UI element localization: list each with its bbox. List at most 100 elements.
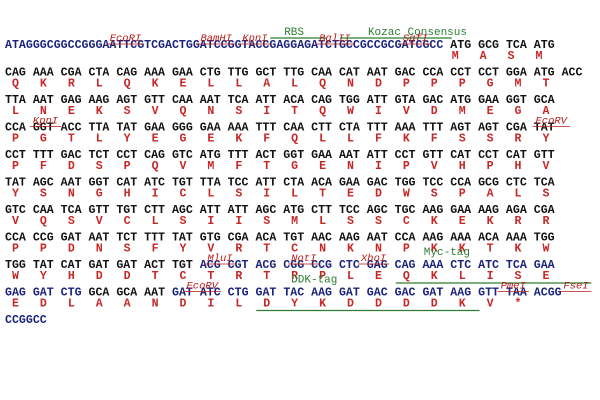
amino-acid: I [487, 270, 494, 283]
amino-acid: Q [403, 270, 410, 283]
amino-acid: E [68, 105, 75, 118]
sequence-segment: TGG TAT CAT GAT GAT ACT TGT [5, 259, 200, 272]
amino-acid: N [152, 298, 159, 311]
amino-acid: T [207, 270, 214, 283]
amino-acid: S [515, 270, 522, 283]
amino-acid: P [12, 160, 19, 173]
amino-acid: D [68, 160, 75, 173]
amino-acid: E [12, 298, 19, 311]
amino-acid: P [319, 270, 326, 283]
amino-acid: S [180, 215, 187, 228]
amino-acid: T [152, 270, 159, 283]
amino-acid: V [180, 160, 187, 173]
amino-acid: L [319, 133, 326, 146]
enzyme-label: EcoRI [110, 33, 142, 45]
amino-acid: D [375, 78, 382, 91]
sequence-line: CCA GGT ACC TTA TAT GAA GGG GAA AAA TTT … [5, 122, 555, 135]
amino-acid: P [403, 78, 410, 91]
amino-acid: S [375, 215, 382, 228]
amino-acid: R [542, 215, 549, 228]
amino-acid: P [124, 160, 131, 173]
amino-acid: S [235, 105, 242, 118]
amino-acid: S [431, 188, 438, 201]
sequence-line: CCGGCC [5, 314, 47, 327]
amino-acid: I [263, 105, 270, 118]
amino-acid: K [487, 215, 494, 228]
sequence-segment: CCT TTT GAC TCT CCT CAG GTC ATG TTT ACT … [5, 149, 555, 162]
amino-acid: S [542, 188, 549, 201]
amino-acid: F [431, 133, 438, 146]
enzyme-label: BglII [319, 33, 351, 45]
amino-acid: D [96, 270, 103, 283]
amino-acid: Q [180, 105, 187, 118]
amino-acid: P [459, 78, 466, 91]
amino-acid: F [263, 133, 270, 146]
amino-acid: V [207, 243, 214, 256]
amino-acid: G [487, 78, 494, 91]
amino-acid: K [96, 105, 103, 118]
amino-acid: T [263, 160, 270, 173]
amino-acid: D [403, 298, 410, 311]
amino-acid: A [96, 298, 103, 311]
amino-acid: D [431, 298, 438, 311]
feature-label: RBS [284, 27, 304, 39]
amino-acid: K [459, 298, 466, 311]
sequence-segment: TAT AGC AAT GGT CAT ATC TGT TTA TCC ATT … [5, 177, 555, 190]
amino-acid: S [124, 243, 131, 256]
amino-acid: S [68, 215, 75, 228]
sequence-segment: GAG GAT CTG [5, 287, 89, 300]
amino-acid: M [515, 78, 522, 91]
amino-acid: P [403, 243, 410, 256]
amino-acid: D [347, 298, 354, 311]
amino-acid: T [319, 188, 326, 201]
amino-acid: L [291, 188, 298, 201]
sequence-line: GAG GAT CTG GCA GCA AAT GAT ATC CTG GAT … [5, 287, 562, 300]
amino-acid: Q [124, 78, 131, 91]
amino-acid: G [180, 133, 187, 146]
amino-acid: G [96, 188, 103, 201]
amino-acid: I [375, 105, 382, 118]
sequence-segment: CCA CCG GAT AAT TCT TTT TAT GTG CGA ACA … [5, 232, 555, 245]
enzyme-label: NotI [291, 253, 317, 265]
amino-acid: D [431, 105, 438, 118]
amino-acid: V [96, 215, 103, 228]
amino-acid: I [235, 215, 242, 228]
enzyme-label: KpnI [242, 33, 268, 45]
amino-acid: E [487, 105, 494, 118]
amino-acid: N [347, 160, 354, 173]
amino-acid: T [263, 243, 270, 256]
sequence-line: TTA AAT GAG AAG AGT GTT CAA AAT TCA ATT … [5, 94, 555, 107]
amino-acid: R [235, 243, 242, 256]
sequence-segment: CAG AAA CGA CTA CAG AAA GAA CTG TTG GCT … [5, 67, 583, 80]
amino-acid: K [319, 298, 326, 311]
amino-acid: D [40, 298, 47, 311]
feature-label: Kozac Consensus [368, 27, 467, 39]
amino-acid: D [124, 270, 131, 283]
sequence-segment: ACG CGT ACG CGG CCG CTC GAG CAG AAA CTC … [200, 259, 555, 272]
amino-acid: I [375, 160, 382, 173]
sequence-segment: GTC CAA TCA GTT TGT CTT AGC ATT ATT AGC … [5, 204, 555, 217]
amino-acid: H [68, 270, 75, 283]
amino-acid: A [124, 298, 131, 311]
amino-acid: T [542, 78, 549, 91]
amino-acid: M [452, 50, 459, 63]
amino-acid: L [96, 78, 103, 91]
amino-acid: R [515, 215, 522, 228]
amino-acid: F [40, 160, 47, 173]
amino-acid: I [263, 188, 270, 201]
amino-acid: D [263, 298, 270, 311]
amino-acid: Q [152, 160, 159, 173]
sequence-segment: GAT ATC CTG GAT TAC AAG GAT GAC GAC GAT … [172, 287, 562, 300]
sequence-line: CCT TTT GAC TCT CCT CAG GTC ATG TTT ACT … [5, 149, 555, 162]
feature-label: Myc-tag [424, 247, 470, 259]
feature-label: DDK-tag [291, 275, 337, 287]
enzyme-label: MluI [207, 253, 233, 265]
amino-acid: V [12, 215, 19, 228]
amino-acid: S [347, 215, 354, 228]
amino-acid: * [515, 298, 522, 311]
sequence-segment: CCGGCC [5, 314, 47, 327]
amino-acid: V [152, 105, 159, 118]
amino-acid: D [375, 188, 382, 201]
sequence-line: TGG TAT CAT GAT GAT ACT TGT ACG CGT ACG … [5, 259, 555, 272]
amino-acid: V [403, 105, 410, 118]
